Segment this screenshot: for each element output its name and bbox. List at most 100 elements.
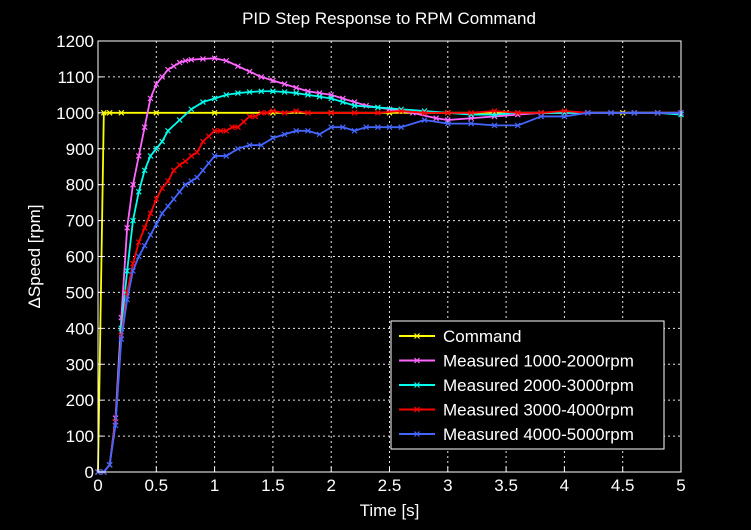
data-point xyxy=(147,232,154,238)
data-point xyxy=(211,127,218,134)
data-point xyxy=(223,91,230,98)
y-tick-label: 200 xyxy=(66,391,94,410)
data-point xyxy=(234,63,241,70)
x-tick-label: 1.5 xyxy=(261,476,285,495)
x-tick-label: 3.5 xyxy=(494,476,518,495)
data-point xyxy=(176,117,183,123)
data-point xyxy=(130,181,136,188)
x-tick-label: 1 xyxy=(210,476,219,495)
data-point xyxy=(188,153,195,159)
data-point xyxy=(205,160,212,167)
data-point xyxy=(258,88,265,95)
data-point xyxy=(147,153,154,159)
data-point xyxy=(205,133,212,140)
data-point xyxy=(200,138,206,145)
data-point xyxy=(234,90,241,97)
legend-marker xyxy=(414,357,420,364)
data-point xyxy=(269,77,276,84)
x-tick-label: 0.5 xyxy=(144,476,168,495)
data-point xyxy=(217,127,224,134)
data-point xyxy=(135,188,142,195)
data-point xyxy=(153,109,160,116)
data-point xyxy=(269,135,276,141)
data-point xyxy=(246,68,253,75)
data-point xyxy=(433,115,440,122)
data-point xyxy=(200,99,206,105)
data-point xyxy=(118,109,125,116)
y-tick-label: 100 xyxy=(66,427,94,446)
data-point xyxy=(153,81,160,88)
data-point xyxy=(339,99,346,105)
legend-marker xyxy=(414,333,420,339)
data-point xyxy=(351,109,358,116)
data-point xyxy=(304,127,311,134)
data-point xyxy=(374,104,381,111)
x-axis: 0 0.5 1 1.5 2 2.5 3 3.5 4 4.5 5 xyxy=(93,467,686,495)
data-point xyxy=(444,109,451,116)
y-tick-label: 600 xyxy=(66,248,94,267)
data-point xyxy=(374,124,381,131)
legend-label: Command xyxy=(443,327,521,346)
data-point xyxy=(293,90,300,97)
y-tick-label: 300 xyxy=(66,355,94,374)
data-point xyxy=(339,124,346,131)
data-point xyxy=(165,66,171,73)
y-tick-label: 500 xyxy=(66,283,94,302)
data-point xyxy=(234,124,241,131)
y-tick-label: 1200 xyxy=(56,32,94,51)
legend-marker xyxy=(414,431,420,437)
data-point xyxy=(118,336,125,343)
data-point xyxy=(281,131,288,138)
y-tick-label: 0 xyxy=(85,463,94,482)
data-point xyxy=(165,203,171,210)
data-point xyxy=(631,109,638,116)
y-axis-label: ΔSpeed [rpm] xyxy=(25,205,44,309)
data-point xyxy=(194,149,201,156)
data-point xyxy=(421,109,428,116)
data-point xyxy=(234,145,241,152)
data-point xyxy=(159,185,166,192)
data-point xyxy=(363,124,370,131)
data-point xyxy=(316,131,323,138)
data-point xyxy=(153,221,160,228)
data-point xyxy=(281,81,288,88)
series-4 xyxy=(95,109,684,475)
data-point xyxy=(293,108,300,114)
data-point xyxy=(246,89,253,95)
data-point xyxy=(258,109,265,116)
data-point xyxy=(269,108,276,114)
legend-label: Measured 1000-2000rpm xyxy=(443,352,634,371)
series-line xyxy=(98,57,681,473)
x-tick-label: 5 xyxy=(676,476,685,495)
data-point xyxy=(223,153,230,159)
data-point xyxy=(159,210,166,217)
data-point xyxy=(176,59,183,66)
data-point xyxy=(561,108,568,114)
data-point xyxy=(135,239,142,246)
data-point xyxy=(293,127,300,134)
data-point xyxy=(159,73,166,80)
data-point xyxy=(170,167,177,174)
data-point xyxy=(135,253,142,260)
y-tick-label: 1100 xyxy=(57,68,94,87)
data-point xyxy=(176,188,183,195)
data-point xyxy=(106,461,113,468)
data-point xyxy=(281,109,288,116)
data-point xyxy=(211,153,218,159)
data-point xyxy=(112,422,119,429)
data-point xyxy=(398,124,405,131)
data-point xyxy=(106,109,113,116)
y-tick-label: 800 xyxy=(66,176,94,195)
data-point xyxy=(188,106,195,113)
data-point xyxy=(269,88,276,95)
y-tick-label: 400 xyxy=(66,319,94,338)
data-point xyxy=(170,196,177,202)
data-point xyxy=(100,109,107,116)
data-point xyxy=(182,158,189,165)
data-point xyxy=(351,127,358,134)
legend-marker xyxy=(414,406,420,413)
data-point xyxy=(328,95,335,102)
data-point xyxy=(147,95,154,102)
x-axis-label: Time [s] xyxy=(360,501,420,520)
legend-marker xyxy=(414,382,420,388)
